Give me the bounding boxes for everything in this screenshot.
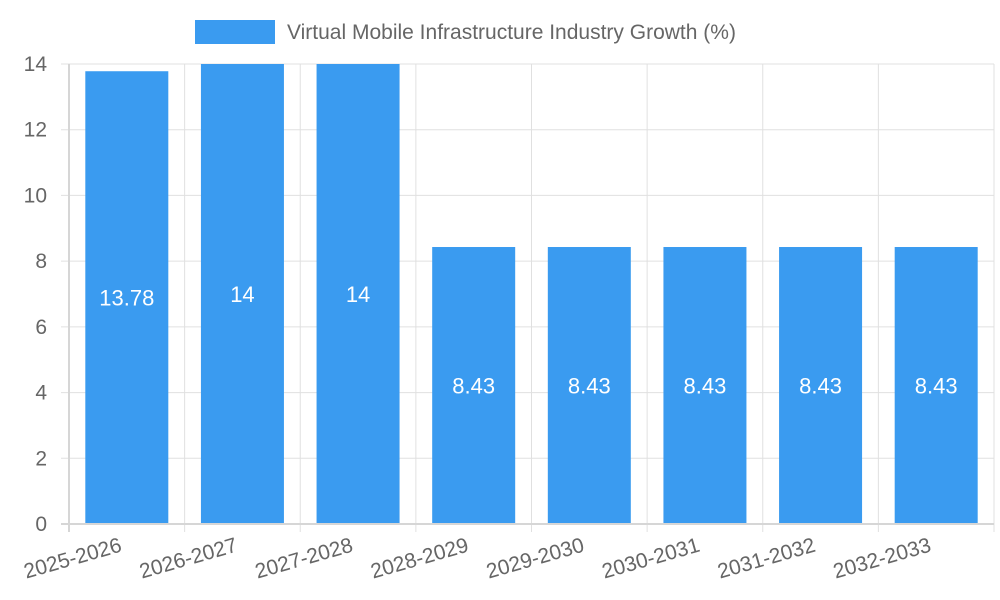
bar-2031-2032[interactable] — [779, 247, 863, 524]
y-tick-label: 12 — [24, 119, 47, 142]
y-tick-label: 4 — [35, 382, 47, 405]
bar-2032-2033[interactable] — [894, 247, 978, 524]
bars — [85, 64, 978, 524]
x-tick-label: 2032-2033 — [831, 534, 934, 584]
bar-2027-2028[interactable] — [316, 64, 400, 524]
data-label: 8.43 — [452, 374, 495, 399]
data-label: 8.43 — [684, 374, 727, 399]
x-tick-label: 2031-2032 — [715, 534, 818, 584]
bar-2025-2026[interactable] — [85, 71, 169, 524]
x-tick-label: 2029-2030 — [484, 534, 587, 584]
x-tick-label: 2026-2027 — [137, 534, 240, 584]
x-tick-label: 2030-2031 — [599, 534, 702, 584]
data-label: 14 — [230, 282, 254, 307]
bar-2030-2031[interactable] — [663, 247, 747, 524]
data-label: 14 — [346, 282, 370, 307]
data-label: 8.43 — [568, 374, 611, 399]
data-label: 8.43 — [799, 374, 842, 399]
legend-swatch — [195, 20, 275, 44]
legend-label: Virtual Mobile Infrastructure Industry G… — [287, 21, 736, 44]
y-tick-label: 10 — [24, 184, 47, 207]
y-tick-label: 2 — [35, 447, 47, 470]
x-tick-label: 2028-2029 — [368, 534, 471, 584]
bar-2029-2030[interactable] — [547, 247, 631, 524]
y-tick-label: 0 — [35, 513, 47, 536]
data-label: 13.78 — [99, 286, 154, 311]
axes — [61, 64, 994, 532]
x-tick-label: 2025-2026 — [21, 534, 124, 584]
legend[interactable]: Virtual Mobile Infrastructure Industry G… — [195, 20, 736, 44]
y-tick-label: 8 — [35, 250, 47, 273]
bar-2028-2029[interactable] — [432, 247, 516, 524]
bar-2026-2027[interactable] — [200, 64, 284, 524]
x-tick-label: 2027-2028 — [253, 534, 356, 584]
data-label: 8.43 — [915, 374, 958, 399]
y-tick-label: 6 — [35, 316, 47, 339]
y-tick-label: 14 — [24, 53, 48, 76]
